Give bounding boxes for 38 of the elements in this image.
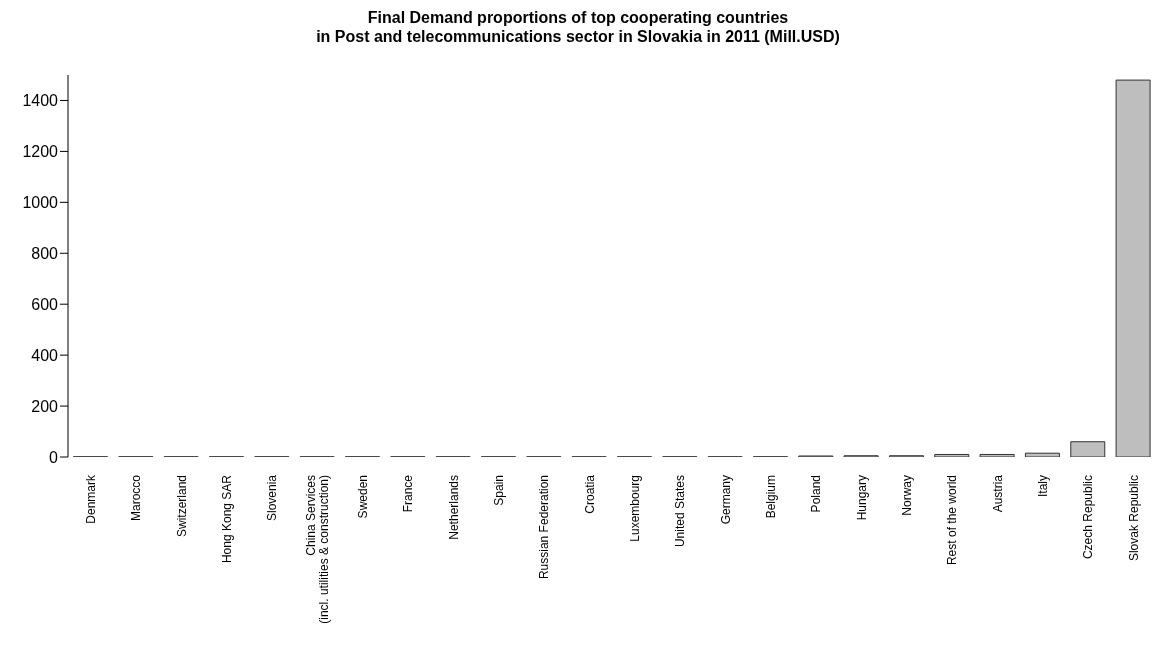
x-tick-label: Belgium: [763, 475, 778, 519]
x-tick-label: Norway: [899, 475, 914, 516]
x-tick-label: Sweden: [355, 475, 370, 519]
bar: [979, 453, 1015, 457]
y-tick-label: 1400: [22, 92, 59, 110]
x-tick-label: Germany: [718, 475, 733, 525]
y-tick-label: 400: [31, 346, 59, 364]
x-tick-label: Russian Federation: [537, 475, 552, 580]
bar: [1024, 452, 1060, 457]
x-tick-label: Czech Republic: [1081, 475, 1096, 560]
y-tick-label: 0: [49, 448, 59, 466]
x-tick-label: Denmark: [83, 474, 98, 524]
y-tick-label: 1000: [22, 194, 59, 212]
x-tick-label: Switzerland: [174, 475, 189, 538]
x-tick-label: Hong Kong SAR: [219, 474, 234, 564]
x-tick-label: Luxembourg: [627, 475, 642, 542]
x-tick-label: China Services (incl. utilities & construction): [304, 475, 332, 624]
bar: [1070, 441, 1106, 457]
x-tick-label: Italy: [1035, 475, 1050, 498]
x-tick-label: Rest of the world: [945, 475, 960, 566]
x-tick-label: France: [401, 474, 416, 513]
x-tick-label: Netherlands: [446, 475, 461, 540]
chart-title: Final Demand proportions of top cooperating countries in Post and telecommunications sector in Slovakia in 2011 (Mill.USD): [315, 8, 841, 46]
x-tick-label: Slovenia: [265, 474, 280, 522]
x-tick-label: Poland: [809, 475, 824, 513]
y-tick-label: 800: [31, 244, 59, 262]
bar: [1115, 79, 1151, 457]
y-tick-label: 600: [31, 295, 59, 313]
x-tick-label: Marocco: [129, 474, 144, 522]
bar: [934, 453, 970, 457]
x-tick-label: Croatia: [582, 474, 597, 514]
x-tick-label: Slovak Republic: [1126, 475, 1141, 562]
x-tick-label: Hungary: [854, 475, 869, 521]
y-tick-label: 1200: [22, 143, 59, 161]
x-tick-label: Spain: [491, 475, 506, 506]
x-tick-label: Austria: [990, 474, 1005, 513]
y-tick-label: 200: [31, 397, 59, 415]
x-tick-label: United States: [673, 475, 688, 548]
